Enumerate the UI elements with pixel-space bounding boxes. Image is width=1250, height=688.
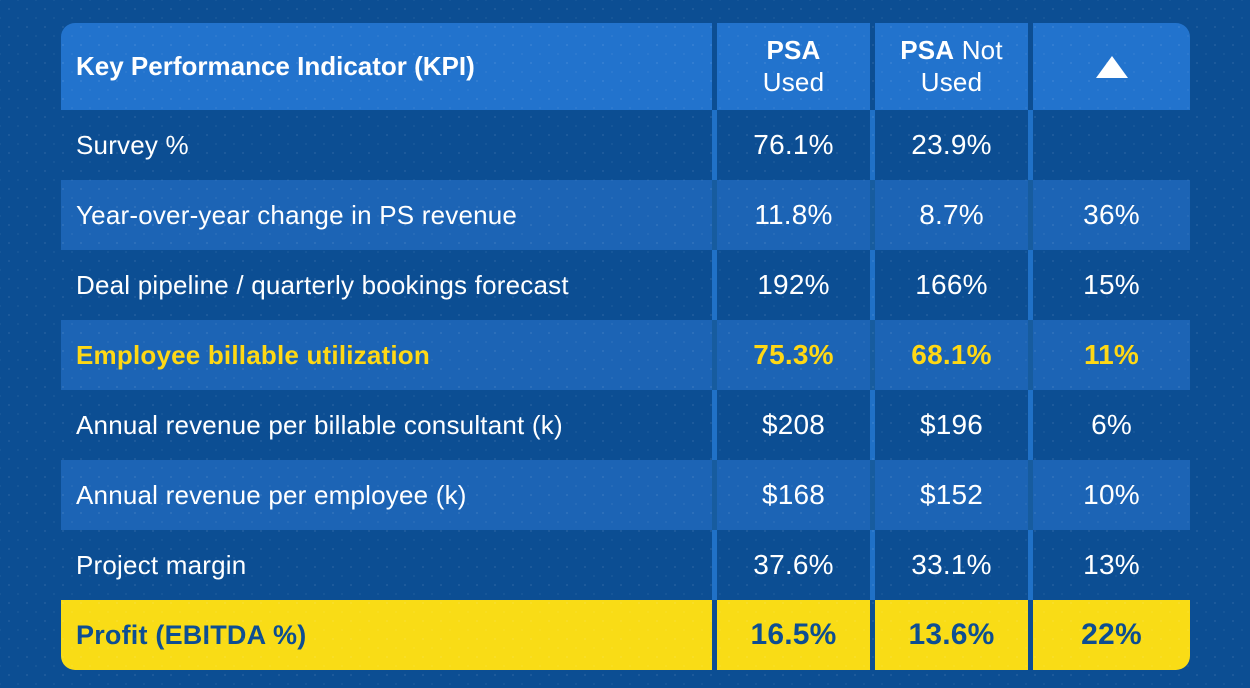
psa-not-used-cell: 68.1%: [870, 320, 1028, 390]
table-row: Annual revenue per employee (k) $168 $152 1…: [61, 460, 1190, 530]
psa-used-cell: 11.8%: [712, 180, 870, 250]
not-text: Not: [954, 34, 1003, 65]
delta-cell: 36%: [1028, 180, 1190, 250]
delta-cell: [1028, 110, 1190, 180]
delta-cell: 13%: [1028, 530, 1190, 600]
psa-not-used-cell: 8.7%: [870, 180, 1028, 250]
table-row: Employee billable utilization 75.3% 68.1% 1…: [61, 320, 1190, 390]
table-header-row: Key Performance Indicator (KPI) PSA Used…: [61, 23, 1190, 110]
delta-cell: 10%: [1028, 460, 1190, 530]
delta-cell: 15%: [1028, 250, 1190, 320]
header-psa-not-used-line2: Used: [920, 66, 983, 97]
header-psa-not-used-line1: PSA Not: [900, 35, 1003, 67]
table-row: Profit (EBITDA %) 16.5% 13.6% 22%: [61, 600, 1190, 670]
kpi-cell: Deal pipeline / quarterly bookings forec…: [76, 269, 569, 300]
psa-used-cell: 76.1%: [712, 110, 870, 180]
table-body: Survey % 76.1% 23.9% Year-over-year change …: [61, 110, 1190, 670]
psa-used-cell: 37.6%: [712, 530, 870, 600]
kpi-cell: Employee billable utilization: [76, 339, 430, 370]
header-kpi-label: Key Performance Indicator (KPI): [61, 23, 712, 110]
psa-used-cell: 75.3%: [712, 320, 870, 390]
table-row: Deal pipeline / quarterly bookings forec…: [61, 250, 1190, 320]
psa-not-used-cell: $196: [870, 390, 1028, 460]
psa-used-cell: $168: [712, 460, 870, 530]
psa-used-cell: $208: [712, 390, 870, 460]
psa-bold-text: PSA: [766, 34, 821, 65]
table-row: Survey % 76.1% 23.9%: [61, 110, 1190, 180]
header-psa-used: PSA Used: [712, 23, 870, 110]
psa-used-cell: 16.5%: [712, 600, 870, 670]
kpi-cell: Project margin: [76, 549, 247, 580]
psa-not-used-cell: $152: [870, 460, 1028, 530]
kpi-cell: Annual revenue per billable consultant (…: [76, 409, 563, 440]
header-psa-used-stack: PSA Used: [763, 35, 825, 98]
delta-cell: 6%: [1028, 390, 1190, 460]
psa-not-used-cell: 166%: [870, 250, 1028, 320]
delta-cell: 22%: [1028, 600, 1190, 670]
psa-not-used-cell: 33.1%: [870, 530, 1028, 600]
header-psa-not-used-stack: PSA Not Used: [900, 35, 1003, 98]
kpi-cell: Year-over-year change in PS revenue: [76, 199, 518, 230]
kpi-cell: Profit (EBITDA %): [76, 619, 307, 650]
header-delta: [1028, 23, 1190, 110]
kpi-cell: Annual revenue per employee (k): [76, 479, 467, 510]
table-row: Project margin 37.6% 33.1% 13%: [61, 530, 1190, 600]
delta-cell: 11%: [1028, 320, 1190, 390]
triangle-up-icon: [1095, 55, 1128, 78]
psa-not-used-cell: 23.9%: [870, 110, 1028, 180]
psa-not-used-cell: 13.6%: [870, 600, 1028, 670]
header-psa-used-line2: Used: [762, 66, 825, 97]
header-psa-used-line1: PSA: [766, 35, 820, 67]
psa-used-cell: 192%: [712, 250, 870, 320]
psa-bold-text: PSA: [900, 34, 955, 65]
header-kpi-text: Key Performance Indicator (KPI): [76, 51, 475, 81]
header-psa-not-used: PSA Not Used: [870, 23, 1028, 110]
table-row: Annual revenue per billable consultant (…: [61, 390, 1190, 460]
kpi-table: Key Performance Indicator (KPI) PSA Used…: [61, 23, 1190, 670]
table-row: Year-over-year change in PS revenue 11.8%…: [61, 180, 1190, 250]
kpi-cell: Survey %: [76, 129, 189, 160]
